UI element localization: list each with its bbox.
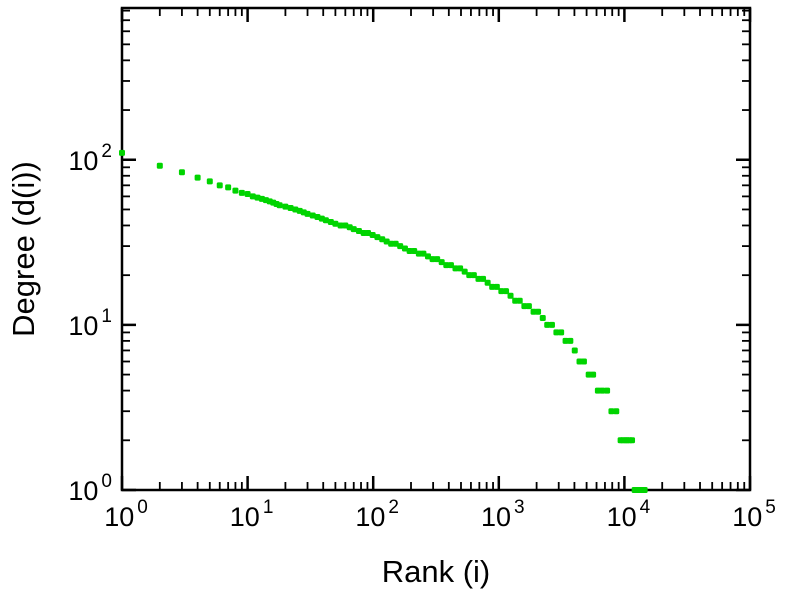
data-point xyxy=(244,191,251,198)
x-axis-title: Rank (i) xyxy=(382,554,491,589)
data-point xyxy=(613,408,620,415)
data-point xyxy=(548,321,555,328)
data-point xyxy=(206,178,213,185)
data-point xyxy=(539,315,546,322)
tick-label: 10 5 xyxy=(732,497,776,532)
data-point xyxy=(374,234,381,241)
data-point xyxy=(535,308,542,315)
tick-label: 10 0 xyxy=(104,497,148,532)
data-point xyxy=(216,182,223,189)
tick-label: 10 1 xyxy=(68,306,112,341)
data-point xyxy=(401,245,408,252)
data-point xyxy=(558,329,565,336)
data-point xyxy=(599,387,606,394)
data-point xyxy=(438,259,445,266)
data-point xyxy=(276,202,283,209)
data-point xyxy=(604,387,611,394)
data-point xyxy=(332,220,339,227)
data-point xyxy=(232,187,239,194)
data-point xyxy=(309,212,316,219)
data-point xyxy=(553,329,560,336)
data-point xyxy=(287,205,294,212)
data-point xyxy=(119,149,125,156)
data-point xyxy=(470,272,477,279)
plot-border xyxy=(120,6,752,492)
y-axis-title: Degree (d(i)) xyxy=(6,161,41,337)
data-point xyxy=(507,292,514,299)
tick-label: 10 3 xyxy=(481,497,525,532)
data-point xyxy=(369,232,376,239)
data-point xyxy=(424,253,431,260)
data-point xyxy=(461,268,468,275)
data-point xyxy=(516,297,523,304)
data-point xyxy=(327,218,334,225)
plot-frame xyxy=(120,6,752,492)
data-point xyxy=(590,371,597,378)
data-point xyxy=(282,203,289,210)
data-point xyxy=(525,303,532,310)
data-point xyxy=(322,217,329,224)
data-point xyxy=(475,275,482,282)
tick-label: 10 2 xyxy=(355,497,399,532)
data-point xyxy=(350,226,357,233)
data-point xyxy=(571,347,578,354)
data-point xyxy=(429,256,436,263)
tick-label: 10 1 xyxy=(230,497,274,532)
data-point xyxy=(641,487,648,493)
data-point xyxy=(498,288,505,295)
tick-label: 10 2 xyxy=(68,141,112,176)
data-point xyxy=(493,283,500,290)
data-point xyxy=(411,248,418,255)
data-point xyxy=(406,248,413,255)
axis-ticks xyxy=(120,8,752,492)
data-point xyxy=(434,256,441,263)
data-point xyxy=(447,262,454,269)
data-point xyxy=(544,321,551,328)
data-point xyxy=(466,272,473,279)
data-point xyxy=(238,189,245,196)
data-point xyxy=(580,358,587,365)
data-point xyxy=(489,283,496,290)
data-point xyxy=(567,337,574,344)
data-point xyxy=(388,240,395,247)
tick-label: 10 0 xyxy=(68,471,112,506)
data-point xyxy=(225,184,232,191)
data-points xyxy=(119,149,648,493)
data-point xyxy=(443,262,450,269)
data-point xyxy=(484,279,491,286)
data-point xyxy=(457,265,464,272)
axis-tick-labels: 10 0 10 1 10 2 10 3 10 4 10 5 10 0 10 1 10 2 xyxy=(68,141,775,532)
data-point xyxy=(194,174,201,181)
data-point xyxy=(397,243,404,250)
data-point xyxy=(608,408,615,415)
data-point xyxy=(249,193,256,200)
data-point xyxy=(629,437,636,444)
data-point xyxy=(156,162,163,169)
data-point xyxy=(452,265,459,272)
data-point xyxy=(304,210,311,217)
data-point xyxy=(337,222,344,229)
tick-label: 10 4 xyxy=(607,497,651,532)
data-point xyxy=(392,240,399,247)
data-point xyxy=(178,169,185,176)
data-point xyxy=(365,230,372,237)
data-point xyxy=(355,228,362,235)
data-point xyxy=(503,288,510,295)
data-point xyxy=(420,250,427,257)
data-point xyxy=(562,337,569,344)
data-point xyxy=(415,250,422,257)
data-point xyxy=(480,275,487,282)
